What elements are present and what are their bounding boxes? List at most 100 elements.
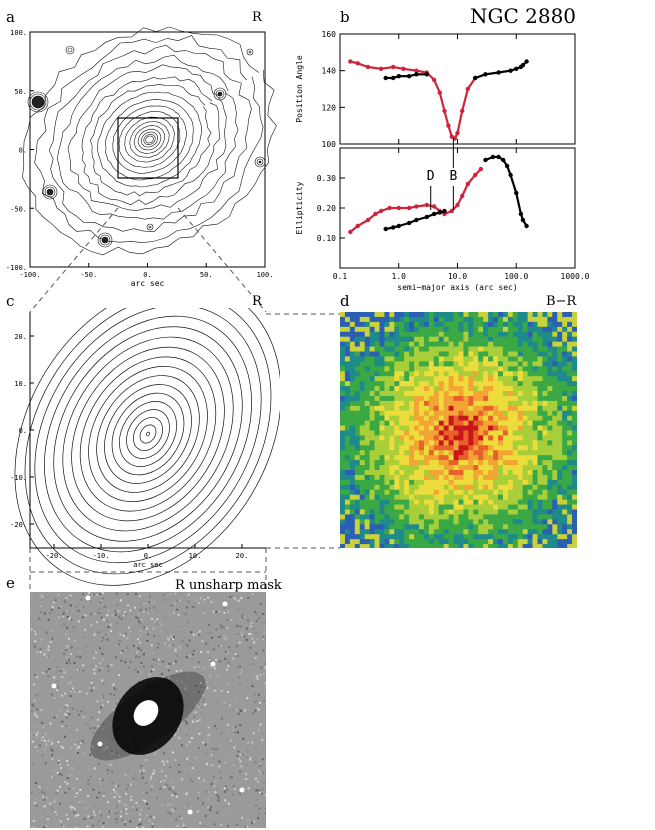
color-pixel	[478, 361, 484, 367]
color-pixel	[572, 435, 577, 441]
color-pixel	[428, 544, 435, 548]
noise-speck	[156, 618, 159, 621]
color-pixel	[493, 509, 499, 516]
color-pixel	[404, 460, 410, 466]
noise-speck	[259, 772, 262, 775]
color-pixel	[359, 514, 366, 520]
noise-speck	[233, 788, 236, 790]
color-pixel	[488, 381, 494, 387]
color-pixel	[473, 455, 479, 461]
color-pixel	[532, 346, 539, 353]
noise-speck	[63, 600, 66, 603]
color-pixel	[562, 435, 568, 441]
color-pixel	[379, 460, 386, 466]
noise-speck	[184, 720, 187, 723]
noise-speck	[93, 686, 96, 689]
color-pixel	[463, 455, 469, 461]
color-pixel	[507, 524, 514, 530]
color-pixel	[498, 474, 504, 481]
color-pixel	[557, 435, 563, 441]
star-contour	[258, 160, 262, 164]
color-pixel	[359, 460, 366, 466]
color-pixel	[448, 391, 455, 397]
color-pixel	[483, 489, 489, 496]
color-pixel	[389, 504, 395, 511]
color-pixel	[478, 336, 484, 343]
noise-speck	[87, 815, 90, 818]
color-pixel	[374, 405, 381, 412]
noise-speck	[249, 646, 252, 649]
color-pixel	[483, 450, 489, 456]
color-pixel	[369, 450, 376, 456]
color-pixel	[349, 420, 356, 427]
color-pixel	[463, 356, 469, 362]
noise-speck	[261, 742, 264, 744]
color-pixel	[473, 415, 479, 422]
noise-speck	[30, 733, 33, 736]
color-pixel	[414, 395, 420, 402]
noise-speck	[222, 716, 225, 719]
color-pixel	[562, 474, 568, 481]
color-pixel	[562, 415, 568, 422]
color-pixel	[419, 450, 425, 456]
noise-speck	[56, 679, 59, 682]
noise-speck	[200, 706, 203, 709]
noise-speck	[122, 809, 125, 812]
noise-speck	[198, 630, 201, 633]
color-pixel	[547, 351, 553, 358]
noise-speck	[255, 675, 258, 678]
color-pixel	[428, 410, 435, 417]
color-pixel	[478, 529, 484, 535]
color-pixel	[498, 331, 504, 338]
noise-speck	[190, 631, 193, 634]
noise-speck	[216, 747, 219, 750]
color-pixel	[349, 312, 356, 318]
color-pixel	[344, 465, 351, 471]
color-pixel	[552, 479, 558, 486]
noise-speck	[106, 744, 109, 746]
noise-speck	[127, 784, 130, 787]
noise-speck	[172, 786, 175, 789]
color-pixel	[458, 381, 465, 387]
color-pixel	[507, 465, 514, 471]
color-pixel	[448, 455, 455, 461]
color-pixel	[493, 460, 499, 466]
noise-speck	[56, 774, 59, 777]
color-pixel	[349, 395, 356, 402]
y-tick-label: 0.	[19, 147, 27, 155]
color-pixel	[502, 331, 509, 338]
noise-speck	[33, 725, 36, 728]
noise-speck	[134, 606, 136, 609]
color-pixel	[478, 312, 484, 318]
noise-speck	[132, 806, 135, 809]
color-pixel	[399, 331, 405, 338]
noise-speck	[62, 668, 65, 671]
color-pixel	[438, 460, 445, 466]
color-pixel	[493, 450, 499, 456]
color-pixel	[399, 479, 405, 486]
color-pixel	[374, 326, 381, 333]
noise-speck	[34, 713, 37, 716]
color-pixel	[547, 405, 553, 412]
color-pixel	[522, 430, 529, 437]
color-pixel	[344, 539, 351, 545]
noise-speck	[130, 799, 133, 801]
color-pixel	[340, 351, 346, 358]
color-pixel	[532, 529, 539, 535]
color-pixel	[463, 514, 469, 520]
color-pixel	[463, 470, 469, 476]
color-pixel	[448, 544, 455, 548]
color-pixel	[394, 465, 400, 471]
color-pixel	[438, 386, 445, 392]
color-pixel	[414, 321, 420, 328]
noise-speck	[201, 694, 204, 696]
color-pixel	[433, 470, 440, 476]
noise-speck	[232, 793, 235, 796]
color-pixel	[428, 514, 435, 520]
noise-speck	[249, 633, 252, 636]
color-pixel	[399, 494, 405, 501]
color-pixel	[512, 430, 519, 437]
color-pixel	[354, 410, 361, 417]
noise-speck	[64, 649, 67, 651]
color-pixel	[517, 479, 524, 486]
